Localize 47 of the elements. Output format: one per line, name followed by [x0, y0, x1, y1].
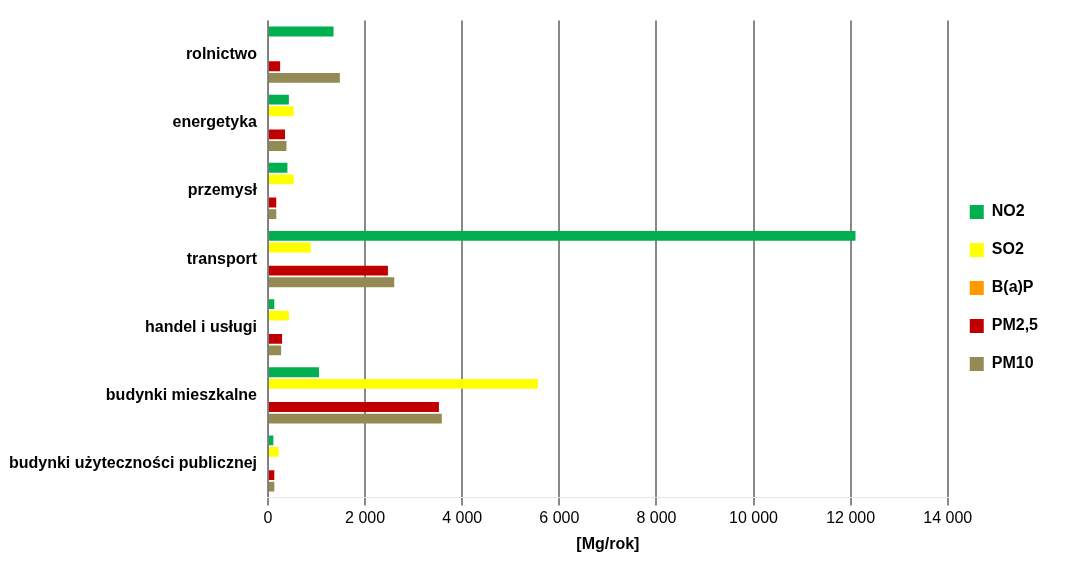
bar — [269, 345, 282, 356]
bar — [269, 72, 340, 83]
bar — [269, 310, 289, 321]
bar — [269, 231, 856, 241]
y-tick-label: budynki użyteczności publicznej — [8, 453, 257, 471]
bar — [269, 402, 439, 412]
legend-label: B(a)P — [991, 278, 1034, 296]
x-tick-label: 10 000 — [729, 508, 779, 526]
bar — [269, 277, 395, 288]
y-tick-label: transport — [186, 249, 258, 267]
bar — [269, 162, 288, 173]
legend-label: SO2 — [991, 240, 1024, 258]
x-axis-title: [Mg/rok] — [576, 534, 640, 552]
bar — [269, 447, 279, 457]
y-tick-label: energetyka — [172, 113, 258, 131]
bar — [269, 94, 289, 105]
bar — [269, 481, 275, 492]
bar — [269, 265, 388, 276]
y-tick-label: handel i usługi — [144, 317, 257, 335]
bar — [269, 333, 283, 344]
bar — [269, 435, 274, 446]
legend-label: PM2,5 — [991, 316, 1039, 334]
bar — [269, 413, 442, 424]
bar — [269, 470, 275, 481]
y-tick-label: rolnictwo — [185, 45, 258, 63]
bar — [269, 378, 538, 389]
bar — [269, 141, 287, 151]
bar — [269, 129, 285, 140]
legend-label: NO2 — [991, 202, 1025, 220]
x-tick-label: 0 — [263, 508, 273, 526]
x-tick-label: 12 000 — [826, 508, 876, 526]
x-tick-label: 6 000 — [539, 508, 580, 526]
y-tick-label: przemysł — [187, 181, 258, 199]
bar — [269, 26, 334, 37]
x-tick-label: 14 000 — [923, 508, 973, 526]
legend-label: PM10 — [991, 354, 1034, 372]
bar — [269, 299, 275, 309]
bar — [269, 242, 311, 253]
bar — [269, 61, 281, 72]
bar — [269, 209, 277, 220]
x-tick-label: 4 000 — [442, 508, 483, 526]
y-tick-label: budynki mieszkalne — [105, 385, 258, 403]
bar — [269, 174, 294, 185]
x-tick-label: 2 000 — [345, 508, 386, 526]
bar — [269, 367, 319, 378]
x-tick-label: 8 000 — [636, 508, 677, 526]
bar — [269, 106, 294, 117]
